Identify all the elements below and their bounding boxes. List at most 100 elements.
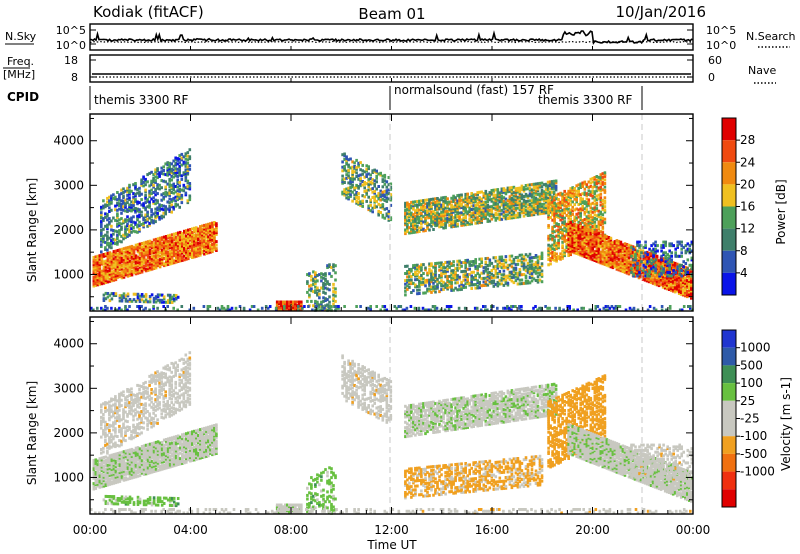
scatter-cell	[164, 258, 168, 262]
scatter-cell	[158, 245, 162, 249]
scatter-cell	[100, 225, 103, 229]
scatter-cell	[490, 212, 494, 216]
scatter-cell	[557, 223, 560, 226]
scatter-cell	[186, 158, 190, 162]
scatter-cell	[126, 274, 130, 278]
scatter-cell	[108, 269, 112, 273]
scatter-cell	[195, 247, 198, 251]
scatter-cell	[120, 234, 123, 238]
scatter-cell	[381, 203, 385, 207]
scatter-cell	[170, 254, 174, 258]
scatter-cell	[94, 283, 98, 287]
scatter-cell	[156, 246, 160, 250]
scatter-cell	[230, 306, 234, 310]
scatter-cell	[583, 180, 587, 184]
scatter-cell	[201, 229, 204, 233]
scatter-cell	[355, 192, 358, 196]
scatter-cell	[138, 265, 142, 269]
scatter-cell	[172, 184, 175, 188]
scatter-cell	[213, 242, 216, 246]
scatter-cell	[174, 158, 177, 162]
scatter-cell	[189, 254, 192, 258]
scatter-cell	[367, 177, 370, 181]
scatter-cell	[542, 208, 546, 211]
scatter-cell	[484, 202, 488, 206]
scatter-cell	[550, 185, 554, 189]
scatter-cell	[428, 203, 431, 207]
scatter-cell	[538, 203, 542, 207]
scatter-cell	[332, 282, 335, 286]
scatter-cell	[142, 204, 145, 207]
scatter-cell	[164, 210, 167, 214]
scatter-cell	[326, 282, 329, 285]
scatter-cell	[199, 239, 202, 243]
scatter-cell	[530, 193, 534, 197]
scatter-cell	[518, 268, 522, 271]
scatter-cell	[138, 264, 142, 267]
scatter-cell	[424, 213, 427, 217]
scatter-cell	[512, 216, 516, 220]
scatter-cell	[102, 218, 105, 222]
scatter-cell	[205, 243, 208, 246]
scatter-cell	[112, 262, 116, 266]
scatter-cell	[100, 221, 103, 225]
scatter-cell	[448, 216, 451, 220]
scatter-cell	[528, 203, 532, 206]
scatter-cell	[468, 195, 471, 199]
scatter-cell	[472, 270, 475, 274]
scatter-cell	[438, 205, 441, 209]
scatter-cell	[440, 196, 443, 200]
scatter-cell	[162, 251, 166, 255]
scatter-cell	[207, 226, 210, 230]
scatter-cell	[110, 265, 114, 268]
scatter-cell	[164, 249, 168, 253]
scatter-cell	[150, 258, 154, 262]
scatter-cell	[418, 226, 421, 230]
scatter-cell	[540, 188, 544, 192]
scatter-cell	[426, 216, 429, 220]
scatter-cell	[189, 231, 192, 235]
scatter-cell	[383, 198, 387, 202]
scatter-cell	[132, 298, 136, 302]
scatter-cell	[369, 209, 372, 213]
scatter-cell	[470, 211, 473, 215]
scatter-cell	[100, 276, 104, 280]
scatter-cell	[399, 305, 403, 308]
scatter-cell	[286, 307, 289, 311]
scatter-cell	[144, 306, 147, 310]
scatter-cell	[124, 246, 128, 250]
scatter-cell	[500, 196, 504, 200]
scatter-cell	[476, 198, 479, 202]
scatter-cell	[120, 211, 123, 215]
scatter-cell	[187, 239, 190, 243]
scatter-cell	[134, 198, 137, 202]
scatter-cell	[381, 194, 385, 198]
scatter-cell	[314, 299, 317, 303]
scatter-cell	[184, 152, 188, 156]
scatter-cell	[110, 228, 113, 232]
scatter-cell	[154, 295, 158, 299]
scatter-cell	[120, 272, 124, 276]
scatter-cell	[474, 198, 477, 202]
scatter-cell	[450, 216, 453, 220]
scatter-cell	[110, 224, 113, 228]
scatter-cell	[434, 208, 437, 211]
scatter-cell	[158, 215, 161, 219]
scatter-cell	[542, 193, 546, 197]
scatter-cell	[104, 254, 108, 258]
scatter-cell	[211, 221, 214, 225]
scatter-cell	[347, 176, 350, 179]
scatter-cell	[152, 191, 155, 194]
scatter-cell	[106, 253, 110, 257]
scatter-cell	[203, 241, 206, 245]
scatter-cell	[108, 210, 111, 213]
scatter-cell	[154, 180, 157, 184]
scatter-cell	[512, 198, 516, 202]
scatter-cell	[158, 174, 161, 178]
scatter-cell	[207, 228, 210, 232]
scatter-cell	[158, 300, 162, 304]
scatter-cell	[152, 185, 155, 189]
scatter-cell	[106, 243, 109, 247]
scatter-cell	[193, 251, 196, 255]
scatter-cell	[116, 256, 120, 260]
